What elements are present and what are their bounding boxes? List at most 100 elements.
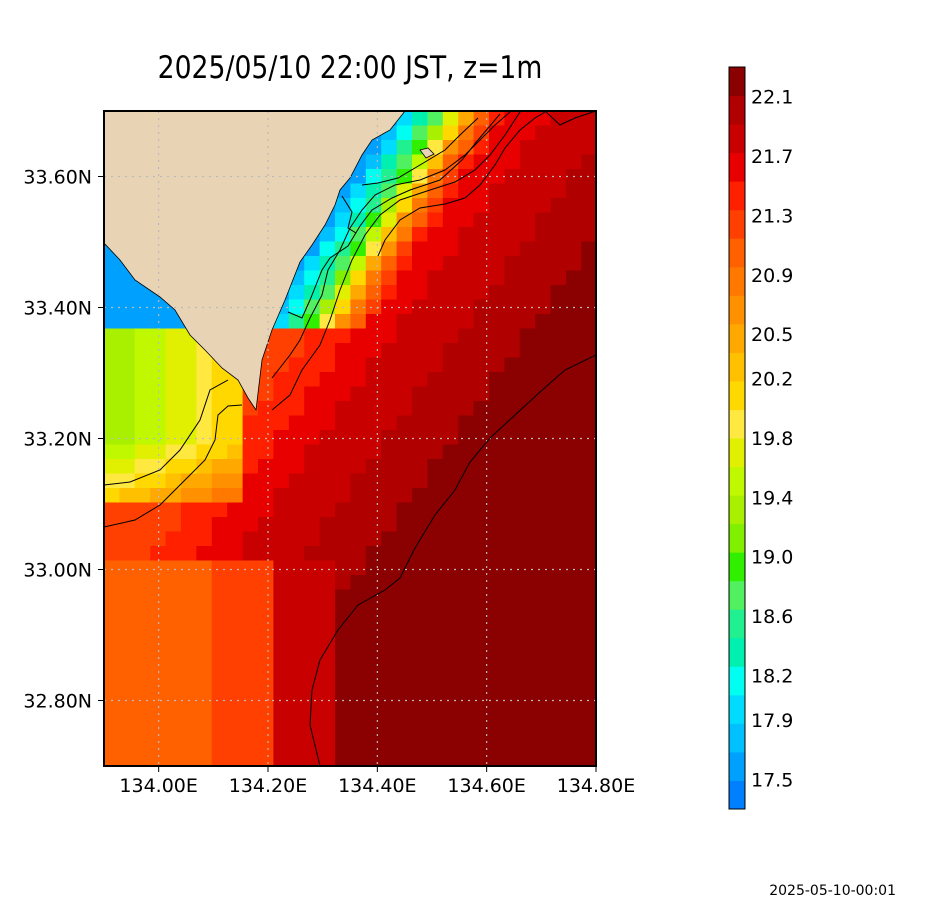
heatmap-cell [427,328,444,344]
heatmap-cell [381,604,398,620]
x-tick-label: 134.40E [338,775,417,797]
heatmap-cell [473,589,490,605]
heatmap-cell [365,386,382,402]
heatmap-cell [165,676,182,692]
heatmap-cell [581,401,596,417]
heatmap-cell [365,662,382,678]
heatmap-cell [335,604,351,620]
heatmap-cell [535,357,552,373]
heatmap-cell [134,546,151,562]
heatmap-cell [519,125,536,141]
heatmap-cell [489,198,505,214]
heatmap-cell [119,691,136,707]
heatmap-cell [396,531,413,547]
heatmap-cell [227,691,244,707]
heatmap-cell [319,488,336,504]
heatmap-cell [427,531,444,547]
heatmap-cell [396,140,413,156]
heatmap-cell [519,183,536,199]
heatmap-cell [304,372,321,388]
heatmap-cell [535,227,552,243]
heatmap-cell [242,618,259,634]
heatmap-cell [412,256,428,272]
heatmap-cell [258,430,274,446]
heatmap-cell [258,647,274,663]
heatmap-cell [381,154,398,170]
heatmap-cell [504,734,521,750]
heatmap-cell [489,647,505,663]
heatmap-cell [458,212,475,228]
heatmap-cell [427,720,444,736]
heatmap-cell [535,256,552,272]
heatmap-cell [288,444,305,460]
heatmap-cell [442,589,459,605]
heatmap-cell [258,691,274,707]
heatmap-cell [427,372,444,388]
heatmap-cell [504,662,521,678]
heatmap-cell [211,502,228,518]
heatmap-cell [458,169,475,185]
heatmap-cell [119,372,136,388]
heatmap-cell [304,328,321,344]
heatmap-cell [381,212,398,228]
heatmap-cell [150,763,167,766]
heatmap-cell [427,285,444,301]
heatmap-cell [258,415,274,431]
heatmap-cell [242,763,259,766]
heatmap-cell [319,459,336,475]
heatmap-cell [242,502,259,518]
heatmap-cell [504,517,521,533]
heatmap-cell [473,473,490,489]
heatmap-cell [473,444,490,460]
heatmap-cell [150,488,167,504]
heatmap-cell [412,357,428,373]
heatmap-cell [550,560,567,576]
heatmap-cell [104,705,120,721]
heatmap-cell [566,473,582,489]
heatmap-cell [504,604,521,620]
heatmap-cell [412,488,428,504]
heatmap-cell [211,560,228,576]
heatmap-cell [519,531,536,547]
heatmap-cell [458,125,475,141]
heatmap-cell [227,618,244,634]
heatmap-cell [581,212,596,228]
colorbar-swatch [729,152,745,182]
heatmap-cell [458,444,475,460]
heatmap-cell [519,459,536,475]
heatmap-cell [458,314,475,330]
heatmap-cell [473,488,490,504]
heatmap-cell [273,734,290,750]
heatmap-cell [550,241,567,257]
heatmap-cell [273,749,290,765]
heatmap-cell [258,517,274,533]
heatmap-cell [304,357,321,373]
heatmap-cell [473,111,490,127]
heatmap-cell [258,734,274,750]
heatmap-cell [535,546,552,562]
heatmap-cell [442,314,459,330]
heatmap-cell [242,720,259,736]
heatmap-cell [566,314,582,330]
heatmap-cell [396,705,413,721]
heatmap-cell [365,372,382,388]
heatmap-cell [304,430,321,446]
heatmap-cell [304,415,321,431]
heatmap-cell [396,589,413,605]
heatmap-cell [165,343,182,359]
heatmap-cell [350,647,367,663]
heatmap-cell [319,647,336,663]
heatmap-cell [442,357,459,373]
heatmap-cell [134,502,151,518]
heatmap-cell [396,676,413,692]
colorbar-swatch [729,352,745,382]
heatmap-cell [427,125,444,141]
heatmap-cell [119,705,136,721]
heatmap-cell [504,285,521,301]
heatmap-cell [489,488,505,504]
heatmap-cell [304,604,321,620]
heatmap-cell [335,618,351,634]
heatmap-cell [396,343,413,359]
heatmap-cell [396,430,413,446]
